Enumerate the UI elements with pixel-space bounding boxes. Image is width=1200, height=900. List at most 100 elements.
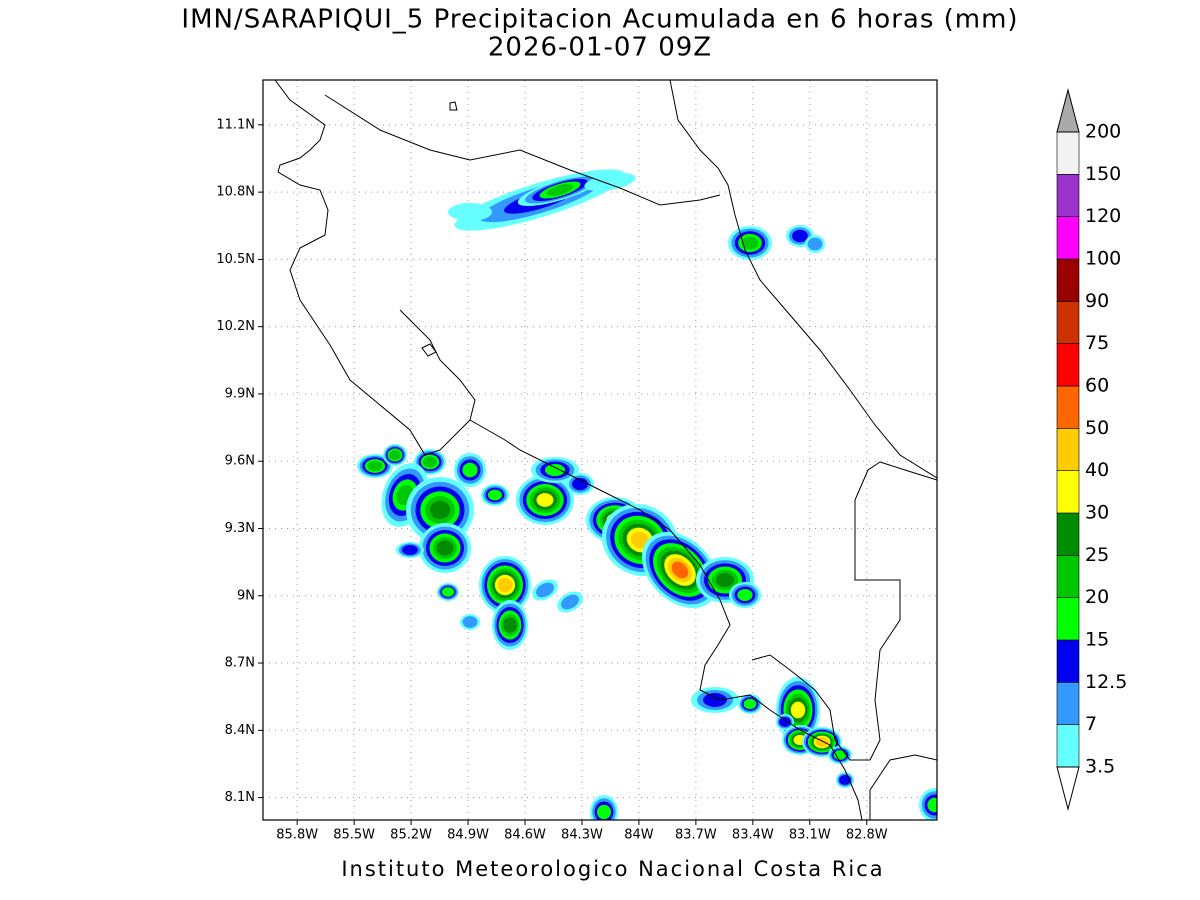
precip-cell (503, 617, 517, 633)
colorbar-label: 120 (1085, 205, 1121, 227)
precip-cell (402, 545, 418, 555)
colorbar-segment (1056, 343, 1080, 387)
y-tick-label: 10.2N (216, 319, 255, 334)
colorbar-segment (1056, 682, 1080, 725)
x-tick-label: 85.2W (390, 828, 432, 843)
precip-cell (561, 594, 579, 610)
colorbar-label: 15 (1085, 629, 1109, 651)
colorbar-label: 20 (1085, 586, 1109, 608)
precip-cell (833, 750, 847, 760)
colorbar-segment (1056, 216, 1080, 260)
x-tick-label: 82.8W (846, 828, 888, 843)
colorbar-under (1056, 766, 1080, 811)
colorbar-label: 7 (1085, 713, 1097, 735)
precip-cell (807, 237, 823, 251)
subtitle: 2026-01-07 09Z (488, 33, 712, 63)
island (421, 343, 437, 357)
axis-ticks: 85.8W 85.5W 85.2W 84.9W 84.6W 84.3W 84W 83.7W 83… (216, 117, 887, 842)
y-tick-label: 9.6N (225, 454, 255, 469)
precipitation (357, 169, 937, 820)
y-tick-label: 10.5N (216, 252, 255, 267)
precip-cell (497, 577, 513, 593)
colorbar: 3.5 7 12.5 15 20 25 30 40 50 60 75 90 100 120 150 200 (1056, 88, 1127, 811)
colorbar-segment (1056, 555, 1080, 598)
precip-cell (743, 698, 757, 710)
y-tick-label: 8.4N (225, 723, 255, 738)
coastline (869, 754, 937, 820)
y-tick-label: 8.1N (225, 790, 255, 805)
precip-cell (441, 587, 455, 597)
x-tick-label: 83.7W (675, 828, 717, 843)
coastline (324, 94, 721, 206)
colorbar-segment (1056, 385, 1080, 429)
colorbar-segment (1056, 512, 1080, 556)
colorbar-label: 40 (1085, 459, 1109, 481)
precip-cell (487, 489, 503, 501)
colorbar-label: 100 (1085, 248, 1121, 270)
y-tick-label: 11.1N (216, 117, 255, 132)
y-tick-label: 9.3N (225, 521, 255, 536)
coastline (274, 80, 331, 346)
precip-cell (715, 572, 735, 588)
x-tick-label: 83.4W (732, 828, 774, 843)
precip-cell (671, 561, 689, 579)
colorbar-label: 90 (1085, 290, 1109, 312)
colorbar-label: 25 (1085, 544, 1109, 566)
colorbar-label: 75 (1085, 332, 1109, 354)
colorbar-segment (1056, 639, 1080, 683)
precip-cell (792, 229, 808, 243)
colorbar-label: 200 (1085, 121, 1121, 143)
coastline (751, 461, 937, 761)
precip-cell (546, 183, 574, 197)
coastline (329, 309, 476, 456)
y-tick-label: 9.9N (225, 386, 255, 401)
precip-cell (703, 693, 727, 707)
precip-cell (448, 203, 492, 221)
precip-cell (572, 477, 588, 491)
precip-cell (462, 616, 478, 628)
precip-cell (436, 540, 454, 556)
x-tick-label: 84.9W (447, 828, 489, 843)
colorbar-label: 50 (1085, 417, 1109, 439)
colorbar-label: 30 (1085, 502, 1109, 524)
precip-cell (630, 531, 650, 549)
coastline (669, 80, 937, 479)
coastlines (274, 80, 937, 820)
precip-cell (536, 493, 554, 507)
precip-cell (536, 582, 554, 598)
x-tick-label: 85.5W (333, 828, 375, 843)
title: IMN/SARAPIQUI_5 Precipitacion Acumulada … (181, 5, 1018, 35)
colorbar-segment (1056, 724, 1080, 768)
colorbar-segment (1056, 131, 1080, 175)
precip-cell (790, 701, 806, 719)
colorbar-segment (1056, 597, 1080, 641)
colorbar-segment (1056, 258, 1080, 302)
colorbar-label: 12.5 (1085, 671, 1127, 693)
precip-cell (737, 588, 753, 602)
precip-cell (779, 717, 791, 727)
y-tick-label: 8.7N (225, 656, 255, 671)
y-tick-label: 10.8N (216, 185, 255, 200)
plot-frame (262, 79, 938, 821)
precip-cell (389, 450, 401, 460)
y-tick-label: 9N (237, 588, 255, 603)
colorbar-label: 3.5 (1085, 756, 1115, 778)
colorbar-segment (1056, 301, 1080, 344)
precip-cell (423, 456, 437, 468)
precip-cell (927, 797, 937, 813)
coastline (469, 419, 863, 820)
colorbar-segment (1056, 470, 1080, 514)
colorbar-over (1056, 88, 1080, 133)
precip-cell (544, 463, 566, 477)
colorbar-segment (1056, 174, 1080, 217)
x-tick-label: 84W (624, 828, 654, 843)
precip-cell (596, 804, 612, 820)
precip-cell (429, 500, 451, 520)
x-tick-label: 84.6W (504, 828, 546, 843)
colorbar-segment (1056, 428, 1080, 471)
precip-cell (584, 172, 636, 192)
colorbar-label: 150 (1085, 163, 1121, 185)
colorbar-label: 60 (1085, 375, 1109, 397)
x-tick-label: 85.8W (276, 828, 318, 843)
